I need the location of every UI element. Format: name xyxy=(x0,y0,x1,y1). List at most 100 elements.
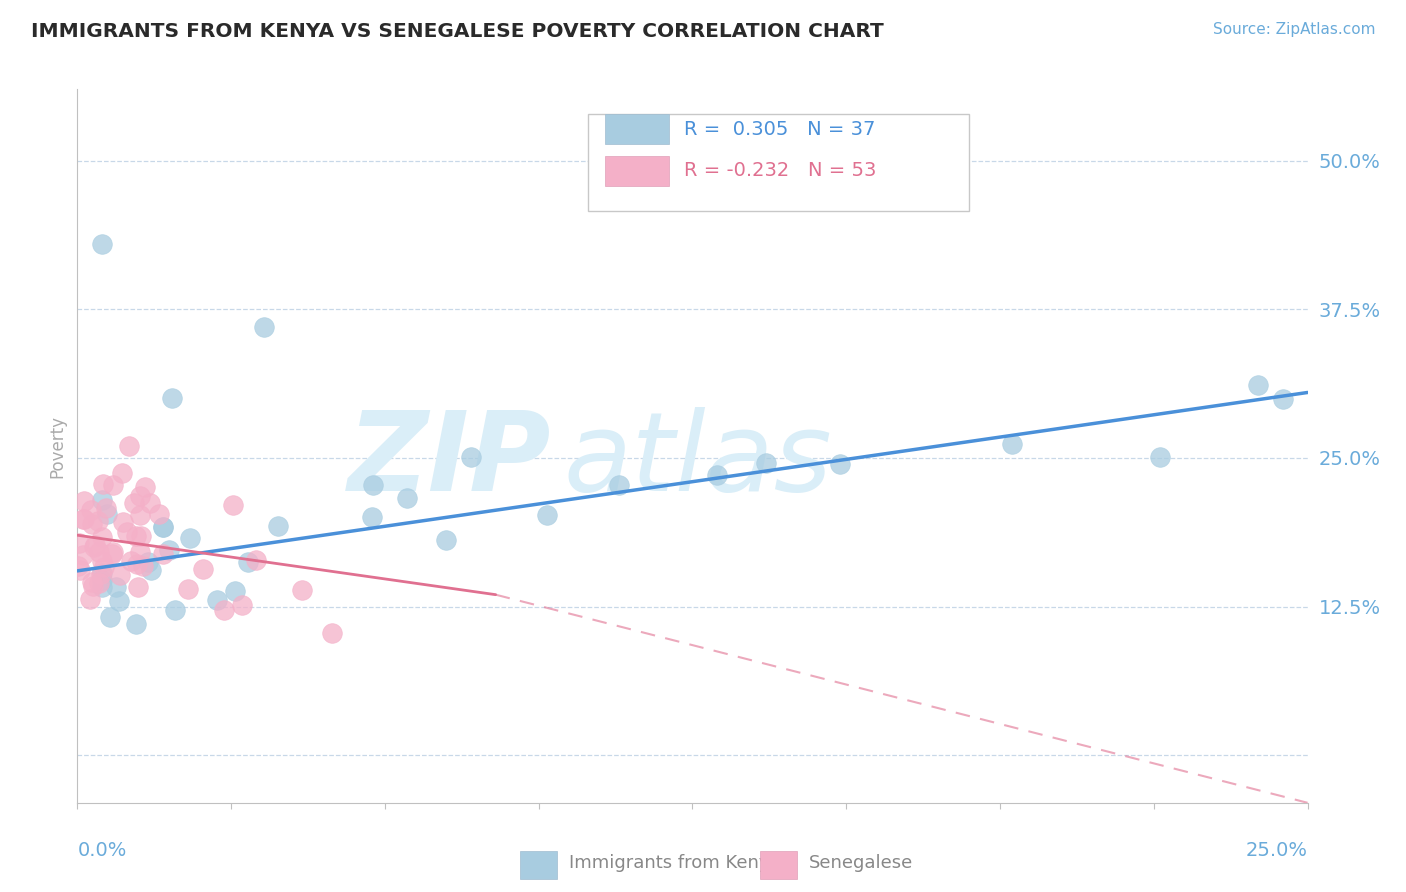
Point xyxy=(205,592,228,607)
Point xyxy=(125,529,148,543)
Point xyxy=(104,581,127,595)
Point xyxy=(136,555,159,569)
Point xyxy=(66,559,89,574)
Point xyxy=(101,547,124,561)
Point xyxy=(87,545,110,559)
Point xyxy=(90,573,114,587)
Point xyxy=(755,457,778,471)
Point xyxy=(179,531,201,545)
Point xyxy=(706,468,728,483)
Point xyxy=(141,563,163,577)
Point xyxy=(108,593,131,607)
Point xyxy=(110,467,132,481)
Point xyxy=(79,591,101,606)
Point xyxy=(157,542,180,557)
Point xyxy=(91,477,114,491)
Point xyxy=(1149,450,1171,464)
Point xyxy=(67,536,90,550)
Point xyxy=(87,514,110,528)
Point xyxy=(127,580,149,594)
Point xyxy=(231,598,253,612)
Point xyxy=(176,582,198,596)
Text: R = -0.232   N = 53: R = -0.232 N = 53 xyxy=(683,161,876,180)
Point xyxy=(83,538,105,552)
Point xyxy=(266,519,288,533)
Text: 25.0%: 25.0% xyxy=(1246,841,1308,860)
Point xyxy=(236,555,259,569)
Point xyxy=(90,566,112,581)
Point xyxy=(252,320,274,334)
Point xyxy=(103,545,125,559)
Point xyxy=(72,493,94,508)
Point xyxy=(83,540,105,554)
Point xyxy=(89,576,111,591)
Point xyxy=(152,519,174,533)
Text: Senegalese: Senegalese xyxy=(810,855,914,872)
Point xyxy=(122,496,145,510)
Point xyxy=(90,493,114,508)
Text: Source: ZipAtlas.com: Source: ZipAtlas.com xyxy=(1212,22,1375,37)
Point xyxy=(98,610,121,624)
Point xyxy=(72,548,94,562)
Bar xyxy=(605,114,669,145)
Point xyxy=(245,553,267,567)
Point xyxy=(90,530,112,544)
Point xyxy=(129,529,152,543)
Bar xyxy=(520,851,557,880)
Point xyxy=(132,559,155,574)
Point xyxy=(361,477,384,491)
Point xyxy=(93,559,115,574)
Point xyxy=(129,489,152,503)
Point xyxy=(1247,377,1270,392)
Point xyxy=(607,478,630,492)
Point xyxy=(72,512,94,526)
Point xyxy=(152,547,174,561)
Point xyxy=(125,616,148,631)
Y-axis label: Poverty: Poverty xyxy=(48,415,66,477)
Bar xyxy=(761,851,797,880)
Point xyxy=(152,520,174,534)
Point xyxy=(128,508,150,522)
Point xyxy=(90,236,114,251)
Point xyxy=(96,501,118,516)
Point xyxy=(395,491,418,505)
Point xyxy=(290,582,312,597)
Point xyxy=(191,561,214,575)
Point xyxy=(830,457,852,471)
FancyBboxPatch shape xyxy=(588,114,969,211)
Point xyxy=(90,566,114,580)
Text: ZIP: ZIP xyxy=(347,407,551,514)
Point xyxy=(96,507,118,521)
Point xyxy=(139,496,162,510)
Point xyxy=(1272,392,1295,406)
Point xyxy=(90,553,112,567)
Point xyxy=(222,498,245,512)
Point xyxy=(82,579,104,593)
Text: 0.0%: 0.0% xyxy=(77,841,127,860)
Text: IMMIGRANTS FROM KENYA VS SENEGALESE POVERTY CORRELATION CHART: IMMIGRANTS FROM KENYA VS SENEGALESE POVE… xyxy=(31,22,884,41)
Point xyxy=(536,508,558,522)
Point xyxy=(434,533,457,547)
Text: atlas: atlas xyxy=(564,407,832,514)
Point xyxy=(321,626,343,640)
Point xyxy=(115,524,138,539)
Point xyxy=(134,480,156,494)
Point xyxy=(112,515,135,529)
Point xyxy=(162,392,184,406)
Text: R =  0.305   N = 37: R = 0.305 N = 37 xyxy=(683,120,875,138)
Point xyxy=(90,580,114,594)
Point xyxy=(120,554,142,568)
Point xyxy=(108,567,131,582)
Point xyxy=(224,584,246,599)
Point xyxy=(361,509,384,524)
Point xyxy=(460,450,482,464)
Text: Immigrants from Kenya: Immigrants from Kenya xyxy=(569,855,782,872)
Point xyxy=(80,503,103,517)
Point xyxy=(125,557,148,571)
Point xyxy=(80,516,103,531)
Point xyxy=(117,439,139,453)
Point xyxy=(148,507,170,521)
Point xyxy=(165,603,187,617)
Bar xyxy=(605,155,669,186)
Point xyxy=(129,545,152,559)
